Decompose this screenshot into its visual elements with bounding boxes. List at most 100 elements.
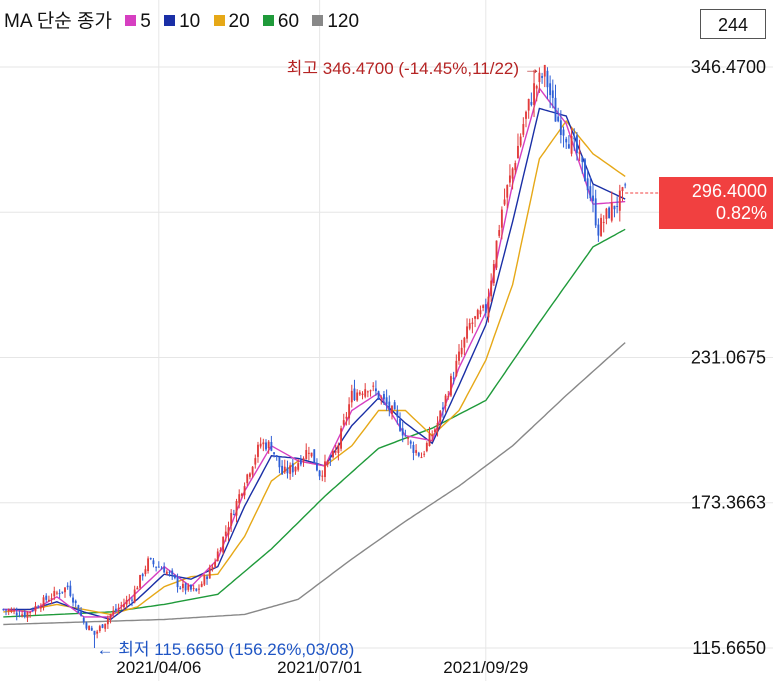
y-tick-label-1: 231.0675 <box>691 348 766 368</box>
candlesticks <box>2 64 627 648</box>
candle-body-217 <box>584 159 586 182</box>
legend-swatch-ma120 <box>312 15 324 26</box>
candle-body-124 <box>334 451 337 453</box>
candle-body-135 <box>364 389 367 397</box>
legend-item-ma10[interactable]: 10 <box>164 11 200 32</box>
candle-body-43 <box>117 607 120 610</box>
legend-swatch-ma60 <box>262 15 274 26</box>
candle-body-82 <box>222 536 225 553</box>
candle-body-99 <box>267 441 270 449</box>
candle-body-174 <box>468 323 471 329</box>
legend-item-ma120[interactable]: 120 <box>312 11 359 32</box>
candle-body-76 <box>206 576 208 580</box>
legend-item-ma5[interactable]: 5 <box>125 11 151 32</box>
candle-body-65 <box>176 576 179 588</box>
candle-body-73 <box>198 588 200 590</box>
candle-body-19 <box>53 590 56 597</box>
moving-average-lines <box>3 86 626 626</box>
candle-body-47 <box>128 598 131 601</box>
candle-body-152 <box>409 441 412 444</box>
candle-body-72 <box>195 588 198 591</box>
x-tick-label-1: 2021/07/01 <box>277 658 362 677</box>
candle-body-41 <box>112 610 115 615</box>
candle-body-212 <box>570 135 573 154</box>
high-annotation: 최고 346.4700 (-14.45%,11/22) → <box>287 59 541 78</box>
candle-body-38 <box>104 623 107 629</box>
candle-body-23 <box>64 587 66 593</box>
candle-body-162 <box>436 422 439 431</box>
candle-body-29 <box>80 611 83 616</box>
candle-body-14 <box>39 606 42 609</box>
candle-body-22 <box>61 591 64 593</box>
candle-body-112 <box>302 458 305 462</box>
candle-body-140 <box>377 391 380 399</box>
legend-item-ma60[interactable]: 60 <box>262 11 299 32</box>
candle-body-44 <box>120 605 123 607</box>
candle-body-215 <box>578 151 581 154</box>
candle-body-221 <box>594 198 597 226</box>
candle-body-123 <box>332 450 334 458</box>
candle-body-27 <box>74 600 77 604</box>
candle-body-39 <box>106 618 109 625</box>
candle-body-134 <box>361 393 364 395</box>
legend-label-ma20: 20 <box>228 11 250 32</box>
legend-swatch-ma10 <box>164 15 176 26</box>
series-line-ma5 <box>3 86 626 618</box>
candle-body-106 <box>286 467 289 474</box>
candle-body-191 <box>514 162 517 171</box>
candle-body-156 <box>420 457 423 459</box>
candle-body-102 <box>275 455 278 457</box>
candle-body-189 <box>508 175 511 183</box>
candle-body-15 <box>42 597 45 608</box>
candle-body-157 <box>423 453 426 455</box>
candle-body-40 <box>109 614 112 619</box>
candle-body-64 <box>173 574 176 579</box>
candle-body-96 <box>259 443 262 447</box>
candle-body-117 <box>316 462 318 471</box>
candle-body-50 <box>136 587 139 590</box>
candle-body-4 <box>13 610 15 612</box>
legend-title: MA 단순 종가 <box>4 11 112 32</box>
candle-body-118 <box>318 470 321 477</box>
candle-body-13 <box>37 607 40 609</box>
legend-label-ma10: 10 <box>179 11 201 32</box>
candle-body-178 <box>479 310 482 315</box>
candle-body-115 <box>310 452 313 457</box>
candle-body-144 <box>388 401 391 411</box>
candle-body-184 <box>495 240 498 268</box>
candle-body-75 <box>203 575 206 585</box>
candle-body-91 <box>246 474 249 484</box>
candle-body-1 <box>5 609 7 611</box>
current-price-value: 296.4000 <box>691 181 767 201</box>
candle-body-187 <box>503 199 506 205</box>
candle-body-197 <box>530 101 533 105</box>
candle-body-119 <box>321 475 324 477</box>
candle-body-26 <box>72 597 74 603</box>
candle-body-126 <box>340 428 342 449</box>
candle-body-36 <box>98 626 101 631</box>
candle-body-154 <box>415 450 418 453</box>
candle-body-186 <box>500 209 503 228</box>
candle-body-2 <box>7 609 10 611</box>
candle-body-223 <box>600 217 602 236</box>
candle-body-101 <box>273 452 275 454</box>
legend-item-ma20[interactable]: 20 <box>213 11 250 32</box>
candle-body-204 <box>549 83 552 96</box>
candle-body-219 <box>589 186 592 199</box>
candle-body-94 <box>254 458 257 465</box>
candle-body-71 <box>192 588 195 590</box>
candle-body-104 <box>281 465 284 475</box>
candle-body-165 <box>444 395 447 407</box>
series-line-ma10 <box>3 107 626 621</box>
candle-body-192 <box>517 145 519 159</box>
candle-count-box[interactable]: 244 <box>700 9 766 39</box>
candle-body-199 <box>535 86 538 89</box>
candle-body-60 <box>163 567 166 573</box>
candle-body-166 <box>447 396 450 398</box>
current-price-tag: 296.4000 0.82% <box>659 177 773 229</box>
candle-body-139 <box>374 388 377 392</box>
y-tick-label-2: 173.3663 <box>691 493 766 513</box>
candle-body-53 <box>144 569 147 575</box>
